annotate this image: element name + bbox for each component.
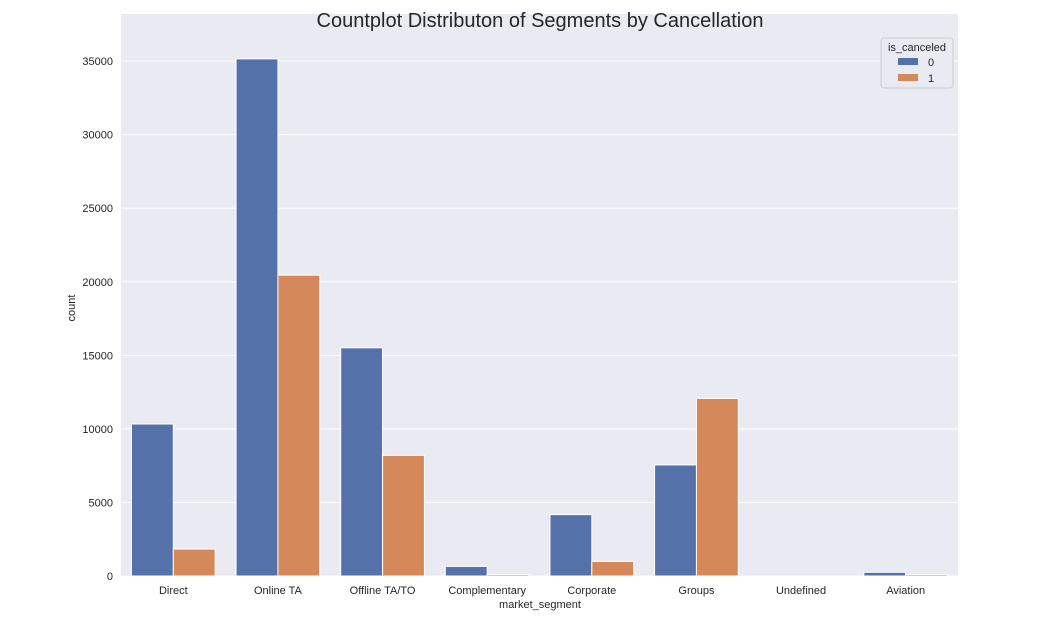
bar-offline-ta-to-0 — [341, 348, 383, 576]
x-tick-label: Complementary — [448, 585, 526, 597]
legend-swatch-1 — [898, 74, 918, 81]
y-tick-label: 30000 — [82, 130, 113, 142]
y-tick-label: 25000 — [82, 203, 113, 215]
bar-complementary-1 — [487, 575, 529, 576]
bar-complementary-0 — [445, 566, 487, 576]
x-tick-label: Online TA — [254, 585, 303, 597]
legend-swatch-0 — [898, 58, 918, 65]
bar-direct-0 — [131, 424, 173, 576]
y-tick-label: 20000 — [82, 277, 113, 289]
legend-label-1: 1 — [928, 73, 934, 85]
legend: is_canceled 0 1 — [881, 38, 953, 88]
bar-corporate-0 — [550, 515, 592, 576]
x-axis-label: market_segment — [499, 599, 581, 611]
chart-title: Countplot Distributon of Segments by Can… — [317, 10, 764, 32]
legend-title: is_canceled — [888, 42, 946, 54]
bar-aviation-1 — [906, 575, 948, 576]
y-tick-label: 15000 — [82, 350, 113, 362]
y-tick-label: 0 — [107, 571, 113, 583]
bar-offline-ta-to-1 — [383, 455, 425, 576]
x-tick-label: Groups — [678, 585, 715, 597]
bar-aviation-0 — [864, 572, 906, 576]
bar-groups-1 — [696, 398, 738, 576]
x-tick-label: Undefined — [776, 585, 826, 597]
bar-direct-1 — [173, 549, 215, 576]
bar-online-ta-1 — [278, 275, 320, 576]
bar-online-ta-0 — [236, 59, 278, 576]
y-tick-label: 10000 — [82, 424, 113, 436]
y-axis-label: count — [66, 295, 78, 322]
bar-groups-0 — [655, 465, 697, 576]
x-tick-label: Direct — [159, 585, 188, 597]
x-tick-label: Corporate — [567, 585, 616, 597]
x-tick-label: Offline TA/TO — [350, 585, 416, 597]
legend-label-0: 0 — [928, 57, 934, 69]
y-tick-label: 35000 — [82, 56, 113, 68]
bar-corporate-1 — [592, 561, 634, 576]
y-tick-label: 5000 — [89, 497, 113, 509]
x-tick-label: Aviation — [886, 585, 925, 597]
